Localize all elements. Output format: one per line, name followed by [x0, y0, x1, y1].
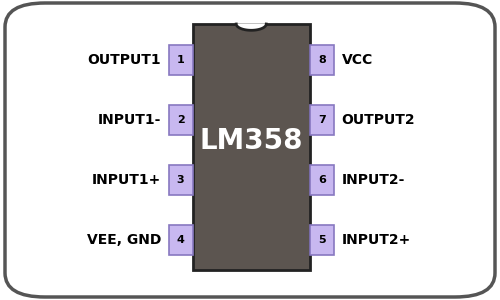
Text: 8: 8	[318, 55, 326, 65]
FancyBboxPatch shape	[310, 165, 334, 195]
Text: 5: 5	[318, 235, 326, 245]
FancyBboxPatch shape	[310, 45, 334, 75]
Polygon shape	[236, 24, 266, 30]
Text: INPUT2-: INPUT2-	[342, 173, 405, 187]
Text: OUTPUT1: OUTPUT1	[88, 53, 161, 67]
Text: 3: 3	[176, 175, 184, 185]
FancyBboxPatch shape	[192, 24, 310, 270]
FancyBboxPatch shape	[168, 225, 192, 255]
FancyBboxPatch shape	[310, 225, 334, 255]
FancyBboxPatch shape	[168, 165, 192, 195]
FancyBboxPatch shape	[310, 105, 334, 135]
Text: INPUT1+: INPUT1+	[92, 173, 161, 187]
Text: VCC: VCC	[342, 53, 373, 67]
Text: VEE, GND: VEE, GND	[86, 233, 161, 247]
Text: 2: 2	[176, 115, 184, 125]
Text: 6: 6	[318, 175, 326, 185]
Text: LM358: LM358	[200, 127, 303, 155]
Text: 1: 1	[176, 55, 184, 65]
Text: OUTPUT2: OUTPUT2	[342, 113, 415, 127]
Text: INPUT2+: INPUT2+	[342, 233, 411, 247]
FancyBboxPatch shape	[168, 105, 192, 135]
FancyBboxPatch shape	[5, 3, 495, 297]
FancyBboxPatch shape	[168, 45, 192, 75]
Text: 4: 4	[176, 235, 184, 245]
Text: 7: 7	[318, 115, 326, 125]
Text: INPUT1-: INPUT1-	[98, 113, 161, 127]
